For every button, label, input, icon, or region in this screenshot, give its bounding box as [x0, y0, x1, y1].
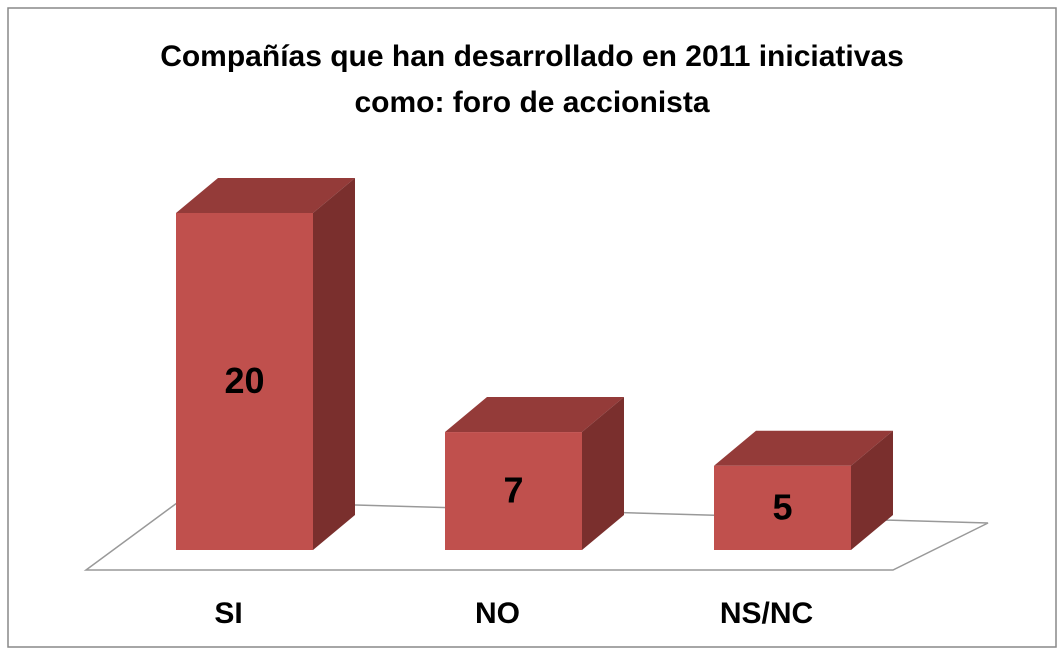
value-label: 5	[772, 486, 792, 527]
x-tick-label: NO	[475, 597, 520, 630]
value-label: 20	[224, 360, 264, 401]
x-tick-label: SI	[214, 597, 242, 630]
bar-top	[445, 397, 624, 433]
bar-side	[313, 178, 355, 550]
x-tick-label: NS/NC	[720, 597, 813, 630]
chart-title: Compañías que han desarrollado en 2011 i…	[160, 40, 904, 119]
bar-side	[851, 430, 893, 550]
bar	[176, 213, 313, 550]
bar-side	[582, 397, 624, 550]
bar	[445, 432, 582, 550]
bar-top	[714, 430, 893, 466]
value-label: 7	[503, 470, 523, 511]
bar	[714, 465, 851, 550]
bar-top	[176, 178, 355, 213]
